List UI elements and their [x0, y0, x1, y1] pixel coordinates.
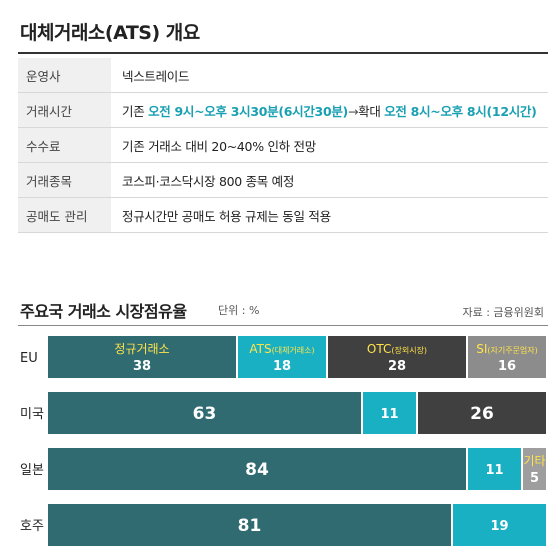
bar-segment [48, 392, 361, 434]
data-label: 5 [530, 471, 539, 486]
highlight-text: 오전 8시~오후 8시(12시간) [384, 103, 537, 119]
bar-segment [523, 448, 546, 490]
info-row: 거래종목 코스피·코스닥시장 800 종목 예정 [18, 163, 548, 198]
category-label: EU [20, 351, 38, 366]
title-divider [18, 52, 548, 54]
info-row: 수수료 기존 거래소 대비 20~40% 인하 전망 [18, 128, 548, 163]
data-label: 19 [490, 519, 508, 534]
data-label: 81 [238, 516, 262, 536]
chart-divider [18, 325, 548, 326]
segment-series-label: OTC(장외시장) [367, 342, 427, 356]
segment-series-sublabel: (장외시장) [391, 345, 427, 355]
bar-segment [468, 336, 546, 378]
value-text: 기존 거래소 대비 20~40% 인하 전망 [122, 138, 316, 154]
bar-segment [48, 504, 451, 546]
bar-segment [453, 504, 546, 546]
info-row-label: 수수료 [18, 128, 111, 162]
value-text: 정규시간만 공매도 허용 규제는 동일 적용 [122, 208, 331, 224]
segment-series-label: 기타 [523, 454, 545, 468]
segment-series-sublabel: (자기주문업자) [487, 346, 537, 355]
info-row-value: 기존 거래소 대비 20~40% 인하 전망 [111, 136, 548, 155]
value-text: 넥스트레이드 [122, 68, 190, 84]
page-title: 대체거래소(ATS) 개요 [20, 22, 200, 44]
chart-title: 주요국 거래소 시장점유율 [20, 302, 187, 321]
info-row: 거래시간 기존 오전 9시~오후 3시30분(6시간30분)→확대 오전 8시~오… [18, 93, 548, 128]
segment-series-label: 정규거래소 [114, 342, 169, 356]
info-row-value: 기존 오전 9시~오후 3시30분(6시간30분)→확대 오전 8시~오후 8시… [111, 101, 548, 120]
category-label: 미국 [20, 407, 44, 422]
arrow-text: → [347, 103, 359, 119]
value-text: 코스피·코스닥시장 800 종목 예정 [122, 173, 295, 189]
segment-series-label: ATS(대체거래소) [249, 342, 314, 356]
segment-series-label: SI(자기주문업자) [476, 342, 538, 356]
info-row-label: 운영사 [18, 58, 111, 92]
data-label: 38 [133, 359, 151, 374]
data-label: 11 [485, 463, 503, 478]
segment-series-sublabel: (대체거래소) [272, 345, 315, 355]
category-label: 호주 [20, 519, 44, 534]
category-label: 일본 [20, 463, 44, 478]
info-row-value: 정규시간만 공매도 허용 규제는 동일 적용 [111, 206, 548, 225]
bar-segment [468, 448, 521, 490]
bar-segment [48, 448, 466, 490]
bar-segment [363, 392, 416, 434]
ats-overview-table: 운영사 넥스트레이드 거래시간 기존 오전 9시~오후 3시30분(6시간30분)→확… [18, 58, 548, 233]
data-label: 28 [388, 359, 406, 374]
info-row-value: 코스피·코스닥시장 800 종목 예정 [111, 171, 548, 190]
info-row-value: 넥스트레이드 [111, 66, 548, 85]
data-label: 11 [380, 407, 398, 422]
value-text: 확대 [358, 103, 385, 119]
value-text: 기존 [122, 103, 149, 119]
info-row-label: 공매도 관리 [18, 198, 111, 232]
chart-source: 자료 : 금융위원회 [462, 306, 544, 319]
info-row: 운영사 넥스트레이드 [18, 58, 548, 93]
bar-segment [238, 336, 326, 378]
info-row: 공매도 관리 정규시간만 공매도 허용 규제는 동일 적용 [18, 198, 548, 233]
bar-segment [328, 336, 466, 378]
bar-segment [48, 336, 236, 378]
info-row-label: 거래종목 [18, 163, 111, 197]
chart-unit: 단위 : % [218, 304, 260, 317]
info-row-label: 거래시간 [18, 93, 111, 127]
highlight-text: 오전 9시~오후 3시30분(6시간30분) [148, 103, 348, 119]
data-label: 63 [193, 404, 217, 424]
data-label: 26 [470, 404, 494, 424]
bar-segment [418, 392, 546, 434]
data-label: 18 [273, 359, 291, 374]
data-label: 16 [498, 359, 516, 374]
data-label: 84 [245, 460, 269, 480]
